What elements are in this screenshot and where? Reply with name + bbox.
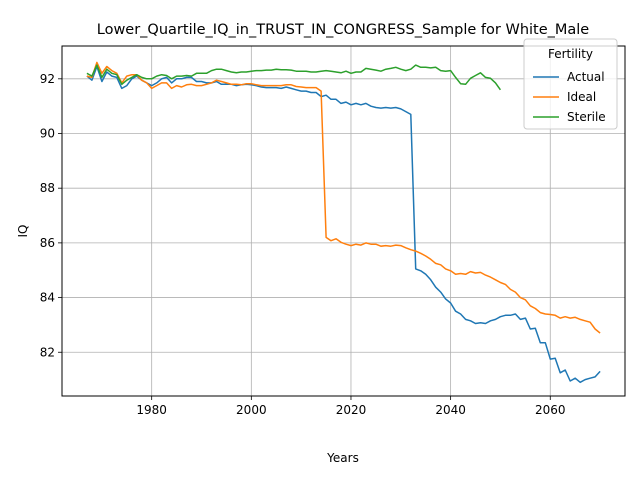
x-axis-ticks: 1980 2000 2020 2040 2060 — [136, 396, 566, 417]
x-tick-label: 2000 — [236, 403, 267, 417]
legend-box — [523, 38, 618, 130]
y-axis-label: IQ — [16, 225, 30, 238]
x-tick-label: 2020 — [336, 403, 367, 417]
series-line-ideal — [86, 61, 601, 334]
y-tick-label: 92 — [40, 72, 55, 86]
series-line-actual — [86, 65, 601, 384]
legend-label-actual: Actual — [567, 70, 605, 84]
y-tick-label: 88 — [40, 181, 55, 195]
x-tick-label: 2060 — [535, 403, 566, 417]
legend-title: Fertility — [548, 47, 593, 61]
y-tick-label: 86 — [40, 236, 55, 250]
legend-items: Actual Ideal Sterile — [533, 70, 606, 124]
y-tick-label: 90 — [40, 127, 55, 141]
y-tick-label: 82 — [40, 345, 55, 359]
y-tick-label: 84 — [40, 291, 55, 305]
y-axis-ticks: 82 84 86 88 90 92 — [40, 72, 62, 359]
legend-label-sterile: Sterile — [567, 110, 606, 124]
legend: Fertility Actual Ideal Sterile — [523, 38, 618, 130]
legend-label-ideal: Ideal — [567, 90, 596, 104]
plot-frame — [61, 45, 626, 397]
x-tick-label: 2040 — [435, 403, 466, 417]
x-tick-label: 1980 — [136, 403, 167, 417]
series-line-sterile — [86, 64, 502, 91]
x-axis-label: Years — [326, 451, 359, 465]
series-lines — [86, 61, 601, 384]
chart-title: Lower_Quartile_IQ_in_TRUST_IN_CONGRESS_S… — [97, 22, 590, 38]
